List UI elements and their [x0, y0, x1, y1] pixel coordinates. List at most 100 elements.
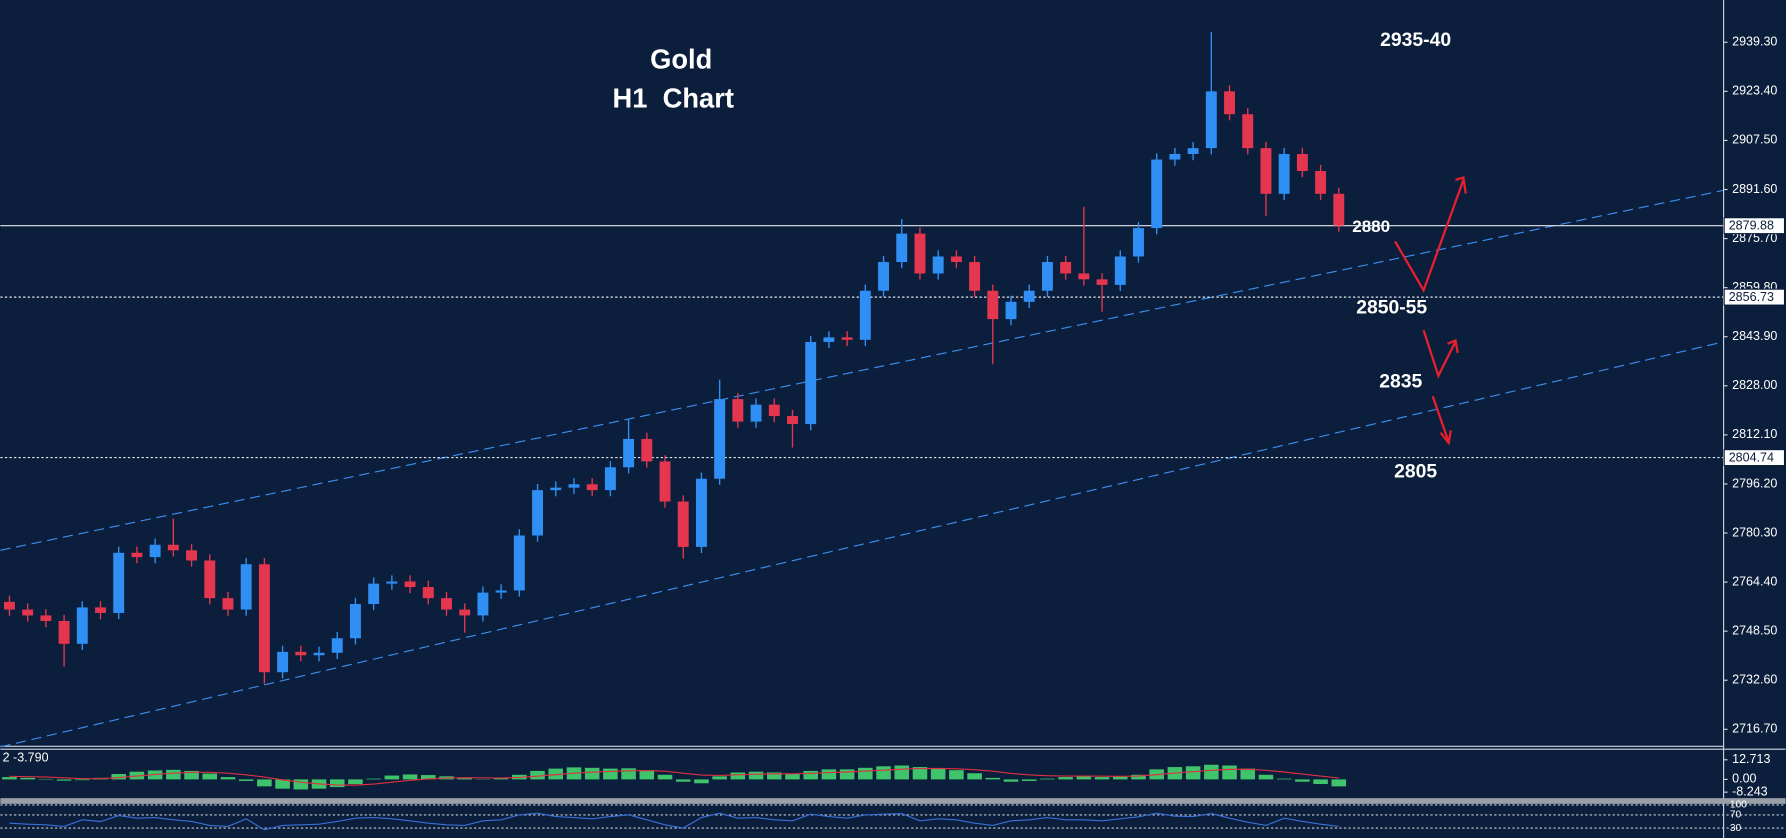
y-tick-label: 100 — [1730, 800, 1747, 811]
candle-body — [1187, 148, 1199, 155]
macd-bar — [548, 768, 564, 780]
candle-body — [422, 587, 434, 599]
macd-bar — [530, 770, 545, 780]
macd-bar — [858, 767, 873, 780]
annotation: 2880 — [1352, 217, 1390, 236]
macd-bar — [584, 767, 600, 780]
macd-bar — [166, 769, 181, 780]
candle-body — [258, 564, 270, 673]
price-level-box — [1723, 449, 1786, 467]
macd-bar — [657, 774, 673, 780]
macd-bar — [930, 768, 946, 780]
y-tick-label: 12.713 — [1732, 752, 1770, 766]
macd-bar — [1240, 768, 1256, 780]
macd-bar — [1131, 774, 1146, 780]
candle-body — [950, 256, 962, 263]
macd-bar — [821, 769, 837, 780]
candle-body — [477, 592, 489, 616]
macd-bar — [1021, 779, 1037, 781]
candle-body — [1315, 170, 1327, 194]
candle-body — [623, 438, 635, 468]
macd-bar — [985, 777, 1001, 780]
macd-bar — [748, 771, 764, 780]
candle-body — [987, 290, 999, 320]
trendline — [0, 341, 1724, 748]
candle-body — [604, 467, 616, 491]
candle-body — [113, 552, 125, 613]
annotation: 2805 — [1394, 461, 1437, 483]
macd-bar — [1276, 778, 1292, 780]
candle-body — [1005, 301, 1017, 320]
candle-body — [240, 564, 252, 610]
y-tick-label: 2828.00 — [1732, 378, 1777, 392]
macd-bar — [967, 773, 982, 780]
candle-body — [1114, 256, 1126, 285]
candle-body — [1278, 154, 1290, 194]
y-tick-label: 2716.70 — [1732, 722, 1777, 736]
candle-body — [513, 535, 525, 591]
price-level-label: 2804.74 — [1729, 450, 1774, 464]
macd-bar — [621, 768, 636, 780]
macd-bar — [384, 775, 400, 780]
macd-bar — [1094, 777, 1110, 780]
macd-bar — [694, 779, 709, 784]
macd-bar — [1058, 777, 1073, 780]
candle-body — [459, 609, 471, 616]
candle-body — [586, 484, 598, 491]
macd-bar — [675, 779, 691, 782]
price-level-label: 2879.88 — [1729, 219, 1774, 233]
macd-bar — [1295, 779, 1310, 782]
macd-bar — [1040, 778, 1055, 780]
annotation: 2850-55 — [1356, 297, 1427, 319]
y-tick-label: 2764.40 — [1732, 574, 1777, 588]
macd-bar — [912, 767, 928, 780]
candle-body — [277, 651, 289, 673]
candle-body — [1205, 91, 1217, 149]
candle-body — [532, 490, 544, 536]
candle-body — [1151, 159, 1163, 229]
macd-bar — [766, 772, 782, 780]
candle-body — [823, 337, 835, 342]
trendline — [0, 189, 1724, 551]
plot: 2939.302923.402907.502891.602875.702859.… — [0, 32, 1786, 834]
price-level-label: 2856.73 — [1729, 290, 1774, 304]
rsi-line — [9, 812, 1339, 831]
arrow-head — [1455, 176, 1467, 194]
macd-bar — [348, 779, 363, 785]
macd-bar — [949, 770, 964, 780]
candle-body — [441, 598, 452, 610]
candle-body — [550, 487, 562, 491]
macd-bar — [184, 770, 199, 780]
macd-bar — [2, 777, 17, 780]
macd-bar — [421, 775, 436, 780]
candle-body — [1296, 154, 1308, 171]
macd-bar — [366, 778, 381, 780]
candle-body — [914, 233, 926, 274]
y-tick-label: 2939.30 — [1732, 35, 1777, 49]
y-tick-label: 2748.50 — [1732, 623, 1777, 637]
candle-body — [714, 399, 726, 479]
macd-bar — [730, 772, 746, 780]
candle-body — [222, 598, 234, 610]
macd-bar — [1222, 765, 1237, 780]
candle-body — [641, 438, 653, 462]
macd-bar — [493, 778, 509, 780]
candle-body — [1078, 273, 1090, 280]
chart-subtitle: H1 Chart — [613, 82, 734, 113]
candle-body — [495, 590, 507, 593]
candle-body — [1133, 228, 1144, 257]
candle-body — [95, 607, 106, 613]
panel-separator — [0, 798, 1786, 804]
y-tick-label: 30 — [1730, 823, 1742, 834]
y-tick-label: 2780.30 — [1732, 525, 1777, 539]
macd-bar — [785, 774, 800, 780]
y-tick-label: 2907.50 — [1732, 133, 1777, 147]
macd-bar — [20, 777, 35, 780]
candle-body — [58, 620, 70, 644]
y-tick-label: 2732.60 — [1732, 673, 1777, 687]
macd-bar — [402, 774, 418, 780]
candle-body — [76, 607, 88, 644]
y-tick-label: 2891.60 — [1732, 182, 1777, 196]
